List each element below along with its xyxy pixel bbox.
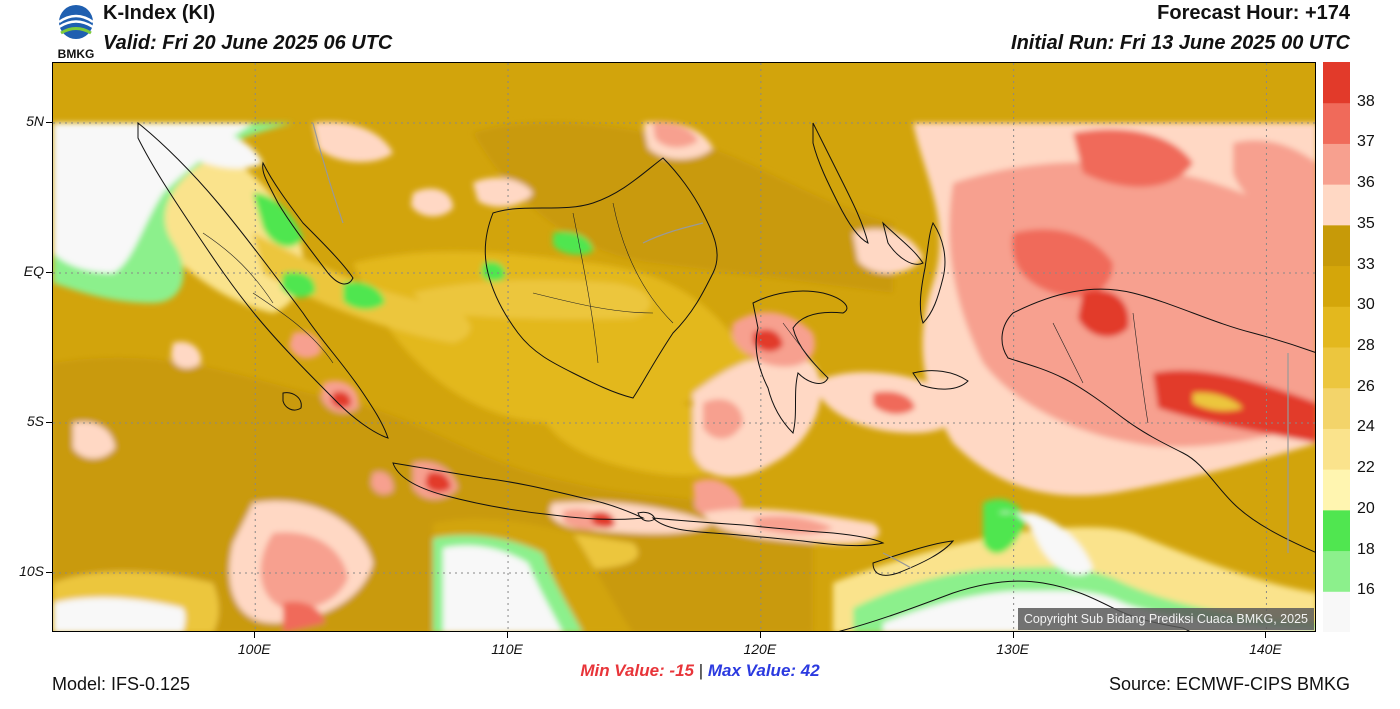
initial-run: Initial Run: Fri 13 June 2025 00 UTC: [1011, 32, 1350, 54]
model-name: Model: IFS-0.125: [52, 674, 191, 694]
colorbar-swatch: [1323, 550, 1350, 592]
colorbar-swatch: [1323, 469, 1350, 511]
colorbar-label: 16: [1357, 581, 1375, 599]
colorbar-label: 33: [1357, 255, 1375, 273]
colorbar-swatch: [1323, 428, 1350, 470]
valid-time: Valid: Fri 20 June 2025 06 UTC: [103, 32, 393, 54]
colorbar-swatch: [1323, 591, 1350, 633]
colorbar-label: 28: [1357, 337, 1375, 354]
colorbar-swatch: [1323, 387, 1350, 429]
latitude-label: 10S: [19, 563, 44, 579]
colorbar-label: 35: [1357, 214, 1375, 232]
stats-separator: |: [698, 661, 704, 680]
latitude-tick: [46, 272, 52, 273]
colorbar-label: 38: [1357, 92, 1375, 110]
latitude-label: 5N: [26, 113, 44, 129]
colorbar-label: 26: [1357, 377, 1375, 395]
longitude-tick: [759, 632, 761, 638]
colorbar-label: 24: [1357, 418, 1375, 436]
colorbar-swatch: [1323, 184, 1350, 226]
bmkg-logo: BMKG: [52, 2, 100, 61]
latitude-tick: [46, 422, 52, 423]
colorbar-swatch: [1323, 143, 1350, 185]
copyright-notice: Copyright Sub Bidang Prediksi Cuaca BMKG…: [1017, 608, 1314, 630]
latitude-label: EQ: [23, 263, 44, 279]
longitude-tick: [507, 632, 509, 638]
longitude-label: 110E: [491, 641, 523, 657]
longitude-tick: [1012, 632, 1014, 638]
min-value: Min Value: -15: [580, 661, 694, 680]
graticule: [53, 63, 1315, 631]
colorbar-label: 30: [1357, 296, 1375, 314]
colorbar: [1323, 62, 1350, 633]
country-borders: [312, 122, 1289, 569]
longitude-label: 120E: [743, 641, 777, 657]
field-contours: [53, 121, 1315, 631]
colorbar-swatch: [1323, 306, 1350, 348]
colorbar-swatch: [1323, 224, 1350, 267]
latitude-tick: [46, 572, 52, 573]
latitude-tick: [46, 122, 52, 123]
colorbar-label: 20: [1357, 499, 1375, 517]
longitude-tick: [1265, 632, 1267, 638]
colorbar-swatches: [1323, 62, 1350, 633]
colorbar-swatch: [1323, 265, 1350, 307]
colorbar-label: 22: [1357, 459, 1375, 477]
province-borders: [202, 202, 1149, 424]
max-value: Max Value: 42: [707, 661, 820, 680]
longitude-label: 130E: [996, 641, 1029, 657]
map-title: K-Index (KI): [103, 2, 216, 24]
longitude-label: 140E: [1249, 641, 1282, 657]
bmkg-logo-icon: BMKG: [58, 5, 95, 61]
colorbar-swatch: [1323, 509, 1350, 552]
longitude-tick: [254, 632, 256, 638]
colorbar-swatch: [1323, 62, 1350, 104]
colorbar-swatch: [1323, 347, 1350, 389]
k-index-map: Copyright Sub Bidang Prediksi Cuaca BMKG…: [52, 62, 1316, 632]
colorbar-label: 37: [1357, 133, 1375, 151]
colorbar-label: 18: [1357, 540, 1375, 558]
colorbar-label: 36: [1357, 174, 1375, 192]
data-source: Source: ECMWF-CIPS BMKG: [1108, 674, 1350, 694]
forecast-hour: Forecast Hour: +174: [1157, 2, 1350, 24]
map-canvas: [53, 63, 1315, 631]
longitude-label: 100E: [237, 641, 271, 657]
colorbar-swatch: [1323, 102, 1350, 144]
latitude-label: 5S: [26, 413, 44, 429]
coastlines: [137, 121, 1315, 631]
min-max-values: Min Value: -15 | Max Value: 42: [0, 661, 1400, 681]
logo-text: BMKG: [58, 47, 95, 60]
